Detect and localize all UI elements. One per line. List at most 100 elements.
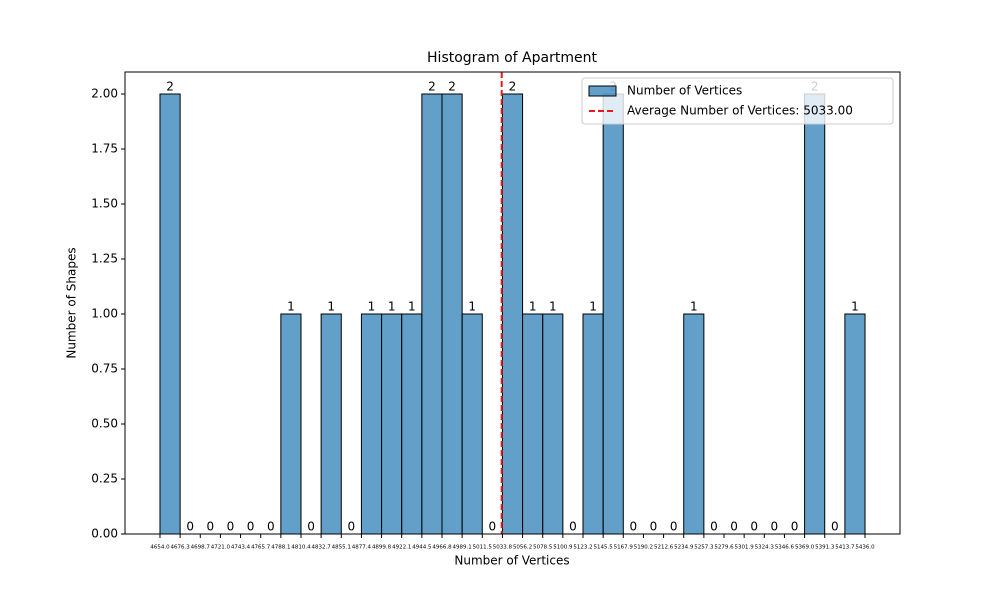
y-tick-label: 1.50 xyxy=(91,197,118,211)
bar-value-label: 2 xyxy=(166,80,174,94)
x-tick-label: 5190.2 xyxy=(634,545,653,551)
y-axis-label: Number of Shapes xyxy=(65,247,79,358)
legend-swatch xyxy=(588,85,617,97)
bar-value-label: 0 xyxy=(750,520,758,534)
bar-value-label: 0 xyxy=(186,520,194,534)
x-tick-label: 5212.6 xyxy=(654,545,674,551)
x-tick-label: 5301.9 xyxy=(735,545,755,551)
x-tick-label: 4899.8 xyxy=(372,545,392,551)
y-tick-label: 1.00 xyxy=(91,307,118,321)
x-tick-label: 4721.0 xyxy=(211,545,231,551)
y-tick-label: 2.00 xyxy=(91,87,118,101)
bar-value-label: 1 xyxy=(368,300,376,314)
x-tick-label: 4944.5 xyxy=(412,545,432,551)
bar xyxy=(844,313,866,535)
bar-value-label: 2 xyxy=(509,80,517,94)
bar-value-label: 1 xyxy=(468,300,476,314)
bar-value-label: 0 xyxy=(791,520,799,534)
plot-frame xyxy=(124,71,901,535)
bar xyxy=(421,93,443,535)
x-tick-label: 5436.0 xyxy=(855,545,875,551)
x-tick-label: 4966.8 xyxy=(432,545,452,551)
bar-value-label: 1 xyxy=(549,300,557,314)
bar xyxy=(381,313,403,535)
bar-value-label: 0 xyxy=(247,520,255,534)
x-tick-label: 5078.5 xyxy=(533,545,553,551)
x-tick-label: 5011.5 xyxy=(473,545,493,551)
bar xyxy=(542,313,564,535)
bar-value-label: 2 xyxy=(428,80,436,94)
bar xyxy=(602,93,624,535)
x-tick-label: 5145.5 xyxy=(594,545,614,551)
bar-value-label: 0 xyxy=(348,520,356,534)
y-tick-label: 0.75 xyxy=(91,362,118,376)
bar-value-label: 0 xyxy=(650,520,658,534)
bar-value-label: 1 xyxy=(589,300,597,314)
bar-value-label: 1 xyxy=(388,300,396,314)
bar xyxy=(804,93,826,535)
bar-value-label: 1 xyxy=(851,300,859,314)
bar-value-label: 0 xyxy=(267,520,275,534)
x-tick-label: 5056.2 xyxy=(513,545,532,551)
bar-value-label: 0 xyxy=(831,520,839,534)
bar xyxy=(683,313,705,535)
x-tick-label: 5257.3 xyxy=(694,545,714,551)
bar-value-label: 1 xyxy=(690,300,698,314)
x-tick-label: 4989.1 xyxy=(453,545,472,551)
x-tick-label: 5234.9 xyxy=(674,545,694,551)
bar-value-label: 0 xyxy=(710,520,718,534)
legend-label: Number of Vertices xyxy=(627,84,742,98)
bar xyxy=(280,313,302,535)
bar-value-label: 0 xyxy=(207,520,215,534)
x-tick-label: 4676.3 xyxy=(170,545,190,551)
y-tick-label: 1.25 xyxy=(91,252,118,266)
bar-value-label: 2 xyxy=(448,80,456,94)
x-tick-label: 4654.0 xyxy=(150,545,170,551)
x-tick-label: 4788.1 xyxy=(271,545,290,551)
bar-value-label: 1 xyxy=(529,300,537,314)
bar-value-label: 1 xyxy=(408,300,416,314)
bar xyxy=(360,313,383,535)
y-tick-label: 1.75 xyxy=(91,142,118,156)
x-tick-label: 5167.9 xyxy=(614,545,634,551)
x-tick-label: 5279.6 xyxy=(714,545,734,551)
bar xyxy=(441,93,463,535)
x-tick-label: 4743.4 xyxy=(231,545,251,551)
x-tick-label: 4832.7 xyxy=(312,545,332,551)
x-tick-label: 4855.1 xyxy=(332,545,351,551)
bar-value-label: 0 xyxy=(489,520,497,534)
x-tick-label: 5100.9 xyxy=(553,545,573,551)
bar-value-label: 1 xyxy=(287,300,295,314)
bar-value-label: 0 xyxy=(569,520,577,534)
x-tick-label: 4922.1 xyxy=(392,545,411,551)
bar-value-label: 1 xyxy=(327,300,335,314)
y-tick-label: 0.25 xyxy=(91,472,118,486)
x-tick-label: 4877.4 xyxy=(352,545,372,551)
x-tick-label: 4698.7 xyxy=(191,545,211,551)
y-tick-label: 0.00 xyxy=(91,527,118,541)
bar-value-label: 0 xyxy=(771,520,779,534)
x-tick-label: 5413.7 xyxy=(835,545,855,551)
x-tick-label: 4765.7 xyxy=(251,545,271,551)
x-tick-label: 5391.3 xyxy=(815,545,835,551)
bar xyxy=(159,93,181,535)
bar-value-label: 0 xyxy=(307,520,315,534)
x-tick-label: 4810.4 xyxy=(291,545,311,551)
bar xyxy=(522,313,544,535)
x-tick-label: 5369.0 xyxy=(795,545,815,551)
bar xyxy=(401,313,423,535)
bar xyxy=(320,313,342,535)
y-tick-label: 0.50 xyxy=(91,417,118,431)
bar-value-label: 0 xyxy=(630,520,638,534)
legend-box xyxy=(581,77,894,125)
bar xyxy=(582,313,604,535)
bar xyxy=(501,93,524,535)
x-tick-label: 5123.2 xyxy=(573,545,592,551)
legend-label: Average Number of Vertices: 5033.00 xyxy=(627,104,853,118)
x-tick-label: 5346.6 xyxy=(775,545,795,551)
x-axis-label: Number of Vertices xyxy=(454,554,569,568)
bar xyxy=(461,313,483,535)
chart-title: Histogram of Apartment xyxy=(427,50,597,66)
x-tick-label: 5324.3 xyxy=(755,545,775,551)
